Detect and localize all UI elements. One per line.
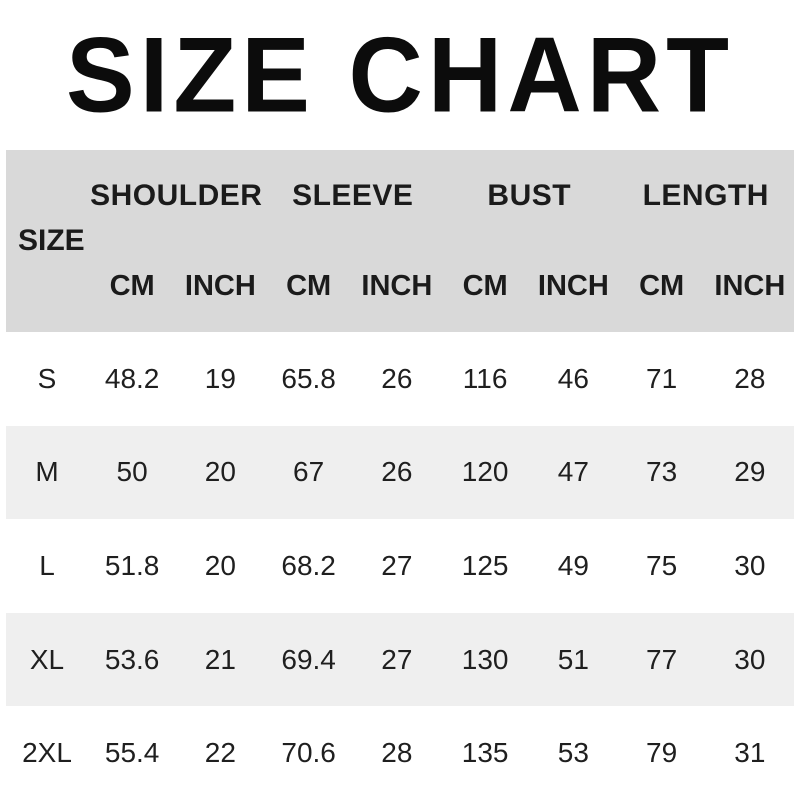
table-row-l: L 51.8 20 68.2 27 125 49 75 30 bbox=[6, 519, 794, 613]
unit-header-sleeve-inch: INCH bbox=[361, 270, 433, 302]
value-cell: 27 bbox=[381, 549, 413, 581]
value-cell: 30 bbox=[734, 643, 766, 675]
size-cell: 2XL bbox=[22, 737, 72, 769]
table-row-xl: XL 53.6 21 69.4 27 130 51 77 30 bbox=[6, 612, 794, 707]
unit-header-bust-inch: INCH bbox=[537, 270, 609, 302]
value-cell: 49 bbox=[557, 549, 589, 581]
column-group-length: LENGTH bbox=[642, 178, 769, 212]
value-cell: 22 bbox=[204, 737, 236, 769]
column-group-bust: BUST bbox=[487, 178, 572, 212]
size-cell: L bbox=[39, 549, 55, 581]
value-cell: 26 bbox=[381, 456, 413, 488]
size-cell: M bbox=[35, 456, 59, 488]
value-cell: 47 bbox=[557, 456, 589, 488]
unit-header-sleeve-cm: CM bbox=[286, 270, 332, 302]
column-group-shoulder: SHOULDER bbox=[90, 178, 263, 212]
value-cell: 75 bbox=[646, 549, 678, 581]
value-cell: 130 bbox=[461, 643, 509, 675]
value-cell: 20 bbox=[204, 549, 236, 581]
value-cell: 73 bbox=[646, 456, 678, 488]
value-cell: 31 bbox=[734, 737, 766, 769]
column-group-sleeve: SLEEVE bbox=[292, 178, 414, 212]
page-title: SIZE CHART bbox=[66, 14, 734, 135]
value-cell: 79 bbox=[646, 737, 678, 769]
value-cell: 28 bbox=[381, 737, 413, 769]
title-area: SIZE CHART bbox=[0, 0, 800, 150]
table-row-m: M 50 20 67 26 120 47 73 29 bbox=[6, 425, 794, 520]
table-header: SIZE SHOULDER SLEEVE BUST LENGTH CM INCH… bbox=[6, 150, 794, 332]
unit-header-shoulder-cm: CM bbox=[109, 270, 155, 302]
size-table: SIZE SHOULDER SLEEVE BUST LENGTH CM INCH… bbox=[6, 150, 794, 800]
value-cell: 120 bbox=[461, 456, 509, 488]
unit-header-length-cm: CM bbox=[639, 270, 685, 302]
unit-header-shoulder-inch: INCH bbox=[184, 270, 256, 302]
value-cell: 26 bbox=[381, 362, 413, 394]
value-cell: 29 bbox=[734, 456, 766, 488]
value-cell: 65.8 bbox=[281, 362, 336, 394]
value-cell: 30 bbox=[734, 549, 766, 581]
value-cell: 51.8 bbox=[104, 549, 160, 581]
size-cell: XL bbox=[29, 643, 65, 675]
unit-header-length-inch: INCH bbox=[714, 270, 786, 302]
value-cell: 135 bbox=[461, 737, 509, 769]
value-cell: 20 bbox=[204, 456, 236, 488]
value-cell: 27 bbox=[381, 643, 413, 675]
value-cell: 71 bbox=[646, 362, 678, 394]
column-header-size: SIZE bbox=[18, 224, 85, 257]
value-cell: 28 bbox=[734, 362, 766, 394]
value-cell: 48.2 bbox=[104, 362, 160, 394]
value-cell: 50 bbox=[116, 456, 148, 488]
value-cell: 77 bbox=[646, 643, 678, 675]
value-cell: 53.6 bbox=[104, 643, 160, 675]
size-cell: S bbox=[37, 362, 57, 394]
value-cell: 51 bbox=[557, 643, 589, 675]
table-row-s: S 48.2 19 65.8 26 116 46 71 28 bbox=[6, 332, 794, 426]
unit-header-bust-cm: CM bbox=[462, 270, 508, 302]
value-cell: 125 bbox=[461, 549, 509, 581]
value-cell: 70.6 bbox=[281, 737, 336, 769]
value-cell: 67 bbox=[293, 456, 325, 488]
value-cell: 21 bbox=[204, 643, 236, 675]
value-cell: 69.4 bbox=[281, 643, 336, 675]
table-row-2xl: 2XL 55.4 22 70.6 28 135 53 79 31 bbox=[6, 706, 794, 800]
value-cell: 68.2 bbox=[281, 549, 336, 581]
value-cell: 53 bbox=[557, 737, 589, 769]
value-cell: 19 bbox=[204, 362, 236, 394]
value-cell: 46 bbox=[557, 362, 589, 394]
value-cell: 55.4 bbox=[104, 737, 160, 769]
value-cell: 116 bbox=[462, 362, 508, 394]
